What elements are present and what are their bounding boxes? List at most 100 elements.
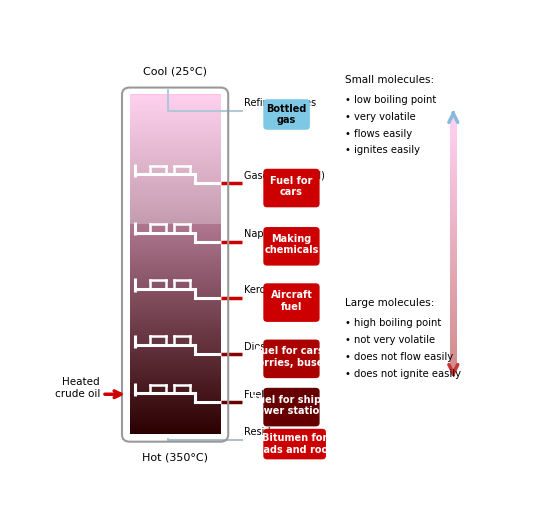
Bar	[129, 263, 221, 265]
Bar	[129, 188, 221, 190]
Text: • flows easily: • flows easily	[346, 128, 413, 138]
Bar	[129, 343, 221, 345]
Bar	[129, 355, 221, 357]
Bar	[449, 231, 457, 233]
Bar	[449, 324, 457, 326]
Bar	[449, 361, 457, 363]
Bar	[449, 193, 457, 195]
Bar	[129, 429, 221, 430]
Bar	[449, 358, 457, 360]
Bar	[129, 130, 221, 132]
Bar	[449, 264, 457, 266]
Bar	[129, 313, 221, 314]
Bar	[129, 331, 221, 333]
Bar	[449, 307, 457, 310]
Bar	[129, 388, 221, 389]
Bar	[129, 377, 221, 379]
Bar	[129, 129, 221, 131]
Bar	[449, 241, 457, 243]
Bar	[449, 268, 457, 270]
Bar	[449, 123, 457, 125]
Bar	[449, 156, 457, 158]
Bar	[129, 363, 221, 364]
Bar	[449, 221, 457, 223]
Bar	[449, 209, 457, 211]
Bar	[129, 219, 221, 220]
Bar	[129, 245, 221, 246]
Bar	[129, 426, 221, 428]
Bar	[449, 366, 457, 369]
Bar	[449, 319, 457, 321]
Text: Small molecules:: Small molecules:	[346, 75, 435, 85]
Bar	[129, 277, 221, 278]
Bar	[449, 150, 457, 152]
Bar	[129, 391, 221, 393]
Bar	[449, 343, 457, 345]
Bar	[449, 203, 457, 205]
Bar	[129, 156, 221, 157]
Bar	[129, 329, 221, 330]
Bar	[129, 177, 221, 179]
Bar	[129, 286, 221, 287]
Bar	[449, 265, 457, 267]
Bar	[449, 145, 457, 147]
Bar	[449, 274, 457, 276]
Bar	[129, 151, 221, 152]
Bar	[129, 356, 221, 358]
Bar	[449, 191, 457, 193]
Bar	[129, 100, 221, 102]
Bar	[129, 270, 221, 271]
Bar	[129, 275, 221, 276]
Bar	[129, 126, 221, 127]
Bar	[129, 398, 221, 399]
Bar	[129, 243, 221, 244]
Bar	[129, 196, 221, 198]
Bar	[449, 299, 457, 301]
Bar	[129, 98, 221, 99]
Bar	[129, 325, 221, 327]
Bar	[129, 215, 221, 216]
Bar	[449, 287, 457, 289]
Bar	[129, 265, 221, 267]
Bar	[129, 174, 221, 175]
Bar	[129, 222, 221, 224]
Bar	[129, 386, 221, 388]
Bar	[129, 400, 221, 401]
Bar	[129, 221, 221, 223]
Bar	[129, 110, 221, 112]
Bar	[449, 187, 457, 189]
Bar	[129, 423, 221, 424]
Bar	[449, 140, 457, 142]
Bar	[129, 347, 221, 348]
Bar	[129, 144, 221, 146]
Bar	[129, 407, 221, 408]
Bar	[129, 123, 221, 124]
Text: Fuel Oil: Fuel Oil	[244, 390, 280, 400]
Bar	[129, 118, 221, 120]
Bar	[129, 113, 221, 114]
Text: Making
chemicals: Making chemicals	[264, 234, 319, 255]
Bar	[449, 248, 457, 250]
Bar	[129, 106, 221, 107]
Bar	[129, 187, 221, 189]
Bar	[449, 135, 457, 137]
Bar	[449, 171, 457, 173]
Bar	[449, 182, 457, 184]
Bar	[129, 274, 221, 275]
Bar	[129, 153, 221, 155]
Bar	[129, 350, 221, 352]
Bar	[449, 218, 457, 220]
Bar	[449, 246, 457, 248]
Bar	[129, 365, 221, 366]
Bar	[129, 158, 221, 159]
Bar	[449, 353, 457, 355]
Bar	[129, 170, 221, 172]
Bar	[129, 353, 221, 355]
Bar	[129, 317, 221, 319]
Bar	[129, 185, 221, 186]
Bar	[129, 182, 221, 183]
Bar	[129, 161, 221, 163]
Bar	[449, 311, 457, 313]
Bar	[129, 197, 221, 199]
Bar	[129, 97, 221, 98]
